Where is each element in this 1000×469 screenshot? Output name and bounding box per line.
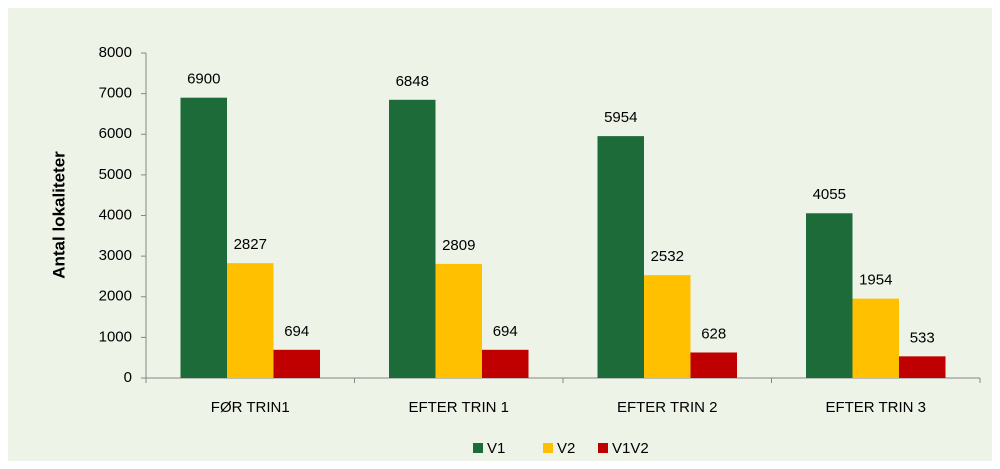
y-tick-label: 5000 [99,166,132,183]
data-label: 694 [493,323,518,340]
bar [644,275,691,378]
legend-label: V1V2 [612,440,649,457]
data-label: 6900 [187,71,220,88]
legend-label: V1 [487,440,505,457]
bar [597,136,645,378]
bar [273,349,320,378]
bar [898,356,946,378]
data-label: 6848 [396,73,429,90]
y-tick-label: 7000 [99,85,132,102]
x-tick-label: EFTER TRIN 2 [617,399,718,416]
y-tick-label: 6000 [99,125,132,142]
data-label: 2809 [442,237,475,254]
x-tick-label: FØR TRIN1 [211,399,290,416]
bar [389,99,436,379]
bar [690,352,737,378]
bar [806,213,853,378]
legend-swatch [543,443,553,453]
data-label: 2827 [234,236,267,253]
data-label: 2532 [651,248,684,265]
bar [481,349,529,378]
data-label: 5954 [604,109,637,126]
y-tick-label: 2000 [99,288,132,305]
y-tick-label: 0 [124,369,132,386]
y-tick-label: 4000 [99,206,132,223]
data-label: 533 [910,329,935,346]
bar [852,298,899,378]
legend-label: V2 [557,440,575,457]
data-label: 1954 [859,272,892,289]
legend-swatch [473,443,483,453]
x-tick-label: EFTER TRIN 1 [408,399,509,416]
y-tick-label: 1000 [99,328,132,345]
x-tick-label: EFTER TRIN 3 [825,399,926,416]
y-tick-label: 3000 [99,247,132,264]
bar [227,263,274,378]
data-label: 694 [284,323,309,340]
y-axis-title: Antal lokaliteter [49,151,68,279]
bar [180,97,228,378]
data-label: 4055 [813,186,846,203]
y-tick-label: 8000 [99,44,132,61]
bar [435,263,482,378]
data-label: 628 [701,325,726,342]
legend-swatch [598,443,608,453]
